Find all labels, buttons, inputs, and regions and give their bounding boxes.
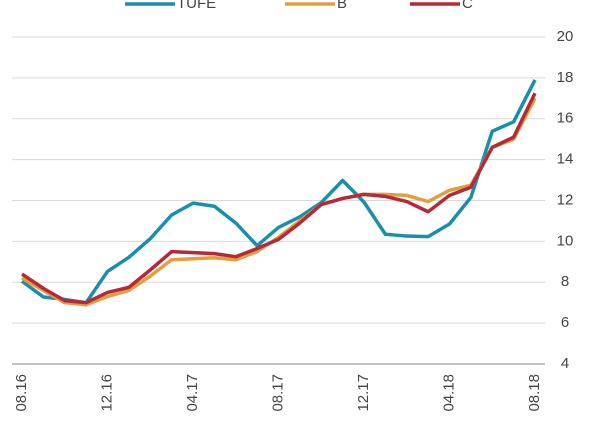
x-tick-label: 08.17 <box>269 374 286 412</box>
y-tick-label: 16 <box>557 110 574 127</box>
x-tick-label: 04.17 <box>184 374 201 412</box>
series-line <box>21 97 537 307</box>
y-tick-label: 12 <box>557 191 574 208</box>
y-tick-label: 10 <box>557 232 574 249</box>
y-tick-label: 8 <box>561 273 569 290</box>
series-line <box>20 79 537 305</box>
y-tick-label: 4 <box>561 355 569 372</box>
y-tick-label: 14 <box>557 151 574 168</box>
x-tick-label: 08.18 <box>526 374 543 412</box>
legend-label: B <box>337 0 347 12</box>
y-tick-label: 18 <box>557 69 574 86</box>
x-tick-label: 12.17 <box>355 374 372 412</box>
y-tick-label: 20 <box>557 28 574 45</box>
y-tick-label: 6 <box>561 314 569 331</box>
x-tick-label: 04.18 <box>440 374 457 412</box>
x-tick-label: 12.16 <box>98 374 115 412</box>
legend-label: TUFE <box>177 0 216 12</box>
series-line <box>21 92 537 305</box>
x-tick-label: 08.16 <box>13 374 30 412</box>
legend-label: C <box>462 0 473 12</box>
